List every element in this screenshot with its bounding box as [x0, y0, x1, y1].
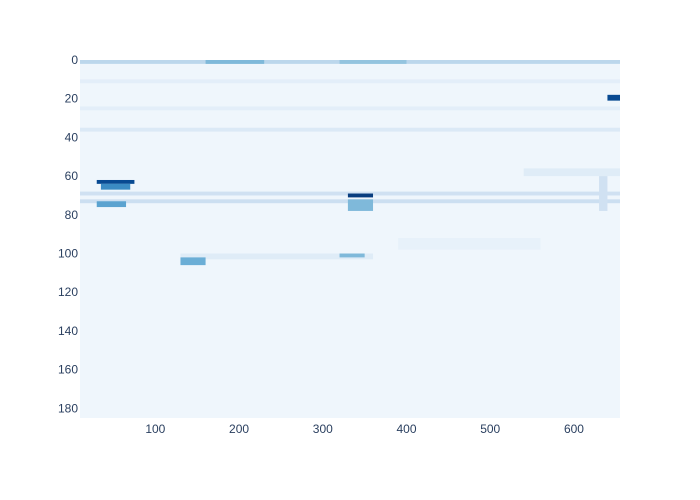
y-tick-label: 140 — [58, 324, 78, 338]
heatmap-band-9 — [398, 238, 541, 250]
y-tick-label: 80 — [65, 208, 79, 222]
heatmap-spot-15 — [347, 199, 374, 211]
heatmap-band-5 — [80, 127, 620, 132]
heatmap-spot-18 — [607, 94, 620, 101]
heatmap-band-2 — [339, 60, 407, 64]
x-tick-label: 600 — [564, 422, 584, 436]
heatmap-spot-13 — [96, 201, 127, 208]
heatmap-spot-19 — [599, 176, 608, 211]
y-tick-label: 40 — [65, 130, 79, 144]
heatmap-band-8 — [180, 253, 374, 260]
heatmap-features — [80, 60, 620, 266]
heatmap-band-1 — [205, 60, 265, 64]
y-tick-label: 0 — [71, 53, 78, 67]
y-tick-label: 160 — [58, 363, 78, 377]
y-tick-label: 60 — [65, 169, 79, 183]
x-tick-label: 100 — [145, 422, 165, 436]
heatmap-spot-11 — [96, 179, 135, 184]
x-tick-label: 200 — [229, 422, 249, 436]
y-tick-label: 100 — [58, 247, 78, 261]
x-axis: 100 200 300 400 500 600 — [145, 422, 584, 436]
heatmap-spot-16 — [180, 257, 206, 266]
heatmap-band-4 — [80, 106, 620, 111]
heatmap-band-3 — [80, 79, 620, 84]
plot-area[interactable] — [80, 60, 620, 418]
y-axis: 0 20 40 60 80 100 120 140 160 180 — [58, 53, 78, 415]
heatmap-spot-17 — [339, 253, 365, 258]
y-tick-label: 20 — [65, 92, 79, 106]
heatmap-band-10 — [523, 168, 620, 177]
heatmap-spot-12 — [100, 183, 131, 190]
x-tick-label: 300 — [313, 422, 333, 436]
heatmap-spot-14 — [347, 193, 374, 198]
x-tick-label: 500 — [480, 422, 500, 436]
x-tick-label: 400 — [396, 422, 416, 436]
y-tick-label: 180 — [58, 401, 78, 415]
y-tick-label: 120 — [58, 285, 78, 299]
